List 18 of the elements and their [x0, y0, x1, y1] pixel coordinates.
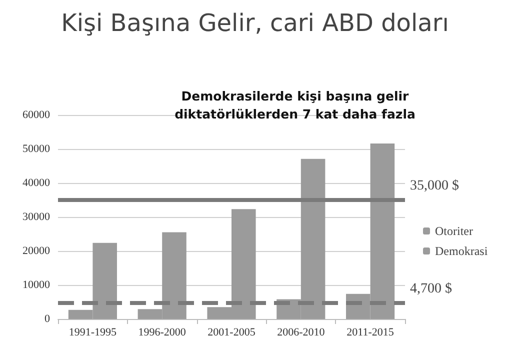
x-tick-label: 1991-1995: [68, 326, 118, 338]
y-tick-label: 20000: [22, 245, 50, 257]
y-tick-label: 40000: [22, 177, 50, 189]
ref-line-label: 35,000 $: [410, 178, 459, 194]
chart-title: Kişi Başına Gelir, cari ABD doları: [61, 9, 449, 37]
chart-subtitle: Demokrasilerde kişi başına gelir diktatörlüklerden 7 kat daha fazla: [174, 88, 416, 122]
x-tick-label: 2011-2015: [346, 326, 394, 338]
y-tick-label: 60000: [22, 109, 50, 121]
y-tick-label: 50000: [22, 143, 50, 155]
x-tick-label: 1996-2000: [138, 326, 186, 338]
x-tick-label: 2006-2010: [277, 326, 326, 338]
y-tick-label: 30000: [22, 211, 50, 223]
ref-line-label: 4,700 $: [410, 282, 452, 297]
y-tick-label: 0: [44, 313, 50, 325]
x-tick-label: 2001-2005: [208, 326, 256, 338]
legend-label: Demokrasi: [435, 244, 488, 258]
legend-label: Otoriter: [435, 224, 473, 238]
y-tick-label: 10000: [22, 279, 50, 291]
